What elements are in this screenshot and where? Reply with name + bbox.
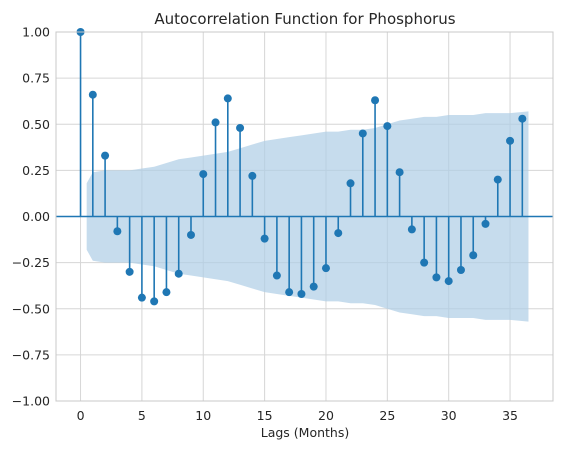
y-axis-ticks: 1.00 0.75 0.50 0.25 0.00 −0.25 −0.50 −0.75 −1.00	[12, 25, 50, 409]
x-tick-label: 10	[195, 408, 211, 423]
stem-marker	[444, 277, 453, 286]
x-tick-label: 20	[318, 408, 334, 423]
stem-marker	[125, 267, 134, 276]
x-axis-label: Lags (Months)	[261, 425, 350, 440]
stem-marker	[174, 269, 183, 278]
stem-series	[76, 28, 527, 306]
x-tick-label: 5	[138, 408, 146, 423]
stem-marker	[272, 271, 281, 280]
y-tick-label: 0.25	[22, 163, 50, 178]
stem-marker	[260, 234, 269, 243]
y-tick-label: −1.00	[12, 394, 50, 409]
stem-marker	[101, 151, 110, 160]
stem-marker	[456, 266, 465, 275]
y-tick-label: 0.00	[22, 209, 50, 224]
stem-marker	[383, 122, 392, 131]
stem-marker	[285, 288, 294, 297]
stem-marker	[469, 251, 478, 260]
x-tick-label: 0	[77, 408, 85, 423]
y-tick-label: −0.75	[12, 347, 50, 362]
y-tick-label: 0.50	[22, 117, 50, 132]
stem-marker	[248, 171, 257, 180]
stem-marker	[150, 297, 159, 306]
stem-marker	[518, 114, 527, 123]
stem-marker	[358, 129, 367, 138]
stem-marker	[493, 175, 502, 184]
stem-marker	[334, 229, 343, 238]
stem-marker	[113, 227, 122, 236]
chart-title: Autocorrelation Function for Phosphorus	[154, 10, 455, 28]
stem-marker	[506, 136, 515, 145]
stem-marker	[297, 289, 306, 298]
y-tick-label: −0.50	[12, 301, 50, 316]
stem-marker	[309, 282, 318, 291]
y-tick-label: 0.75	[22, 71, 50, 86]
stem-marker	[481, 219, 490, 228]
stem-marker	[199, 170, 208, 179]
stem-marker	[407, 225, 416, 234]
stem-marker	[236, 123, 245, 132]
plot-frame	[55, 31, 554, 402]
x-tick-label: 35	[502, 408, 518, 423]
stem-marker	[211, 118, 220, 127]
x-tick-label: 15	[257, 408, 273, 423]
plot-border	[55, 31, 554, 402]
y-tick-label: −0.25	[12, 255, 50, 270]
stem-marker	[88, 90, 97, 99]
x-tick-label: 30	[441, 408, 457, 423]
stem-marker	[395, 168, 404, 177]
stem-marker	[432, 273, 441, 282]
stem-marker	[346, 179, 355, 188]
x-axis-ticks: 0 5 10 15 20 25 30 35	[77, 408, 518, 423]
stem-marker	[137, 293, 146, 302]
stem-marker	[371, 96, 380, 105]
y-tick-label: 1.00	[22, 25, 50, 40]
stem-marker	[321, 264, 330, 273]
stem-marker	[223, 94, 232, 103]
stem-marker	[186, 230, 195, 239]
x-tick-label: 25	[379, 408, 395, 423]
stem-marker	[162, 288, 171, 297]
stem-marker	[420, 258, 429, 267]
